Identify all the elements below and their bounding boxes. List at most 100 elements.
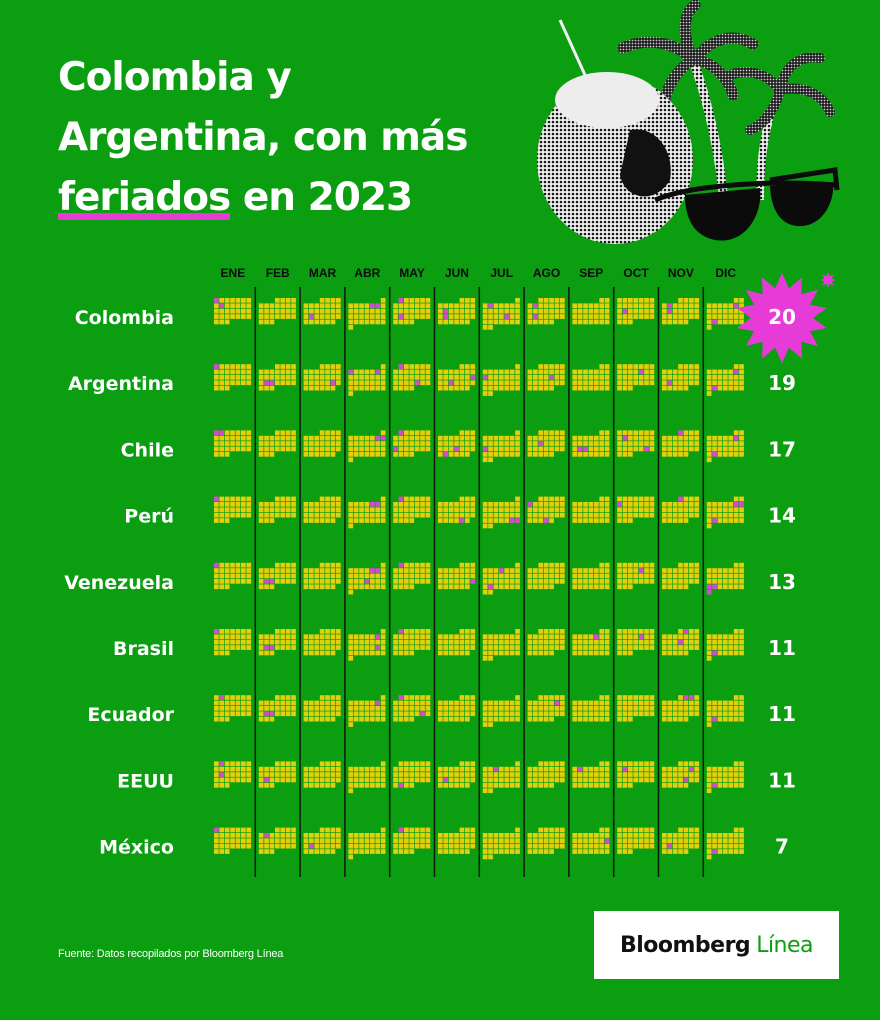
day-cell bbox=[454, 772, 459, 777]
day-cell bbox=[706, 380, 712, 386]
day-cell bbox=[448, 849, 454, 854]
day-cell bbox=[533, 650, 538, 656]
day-cell bbox=[733, 827, 739, 833]
day-cell bbox=[303, 369, 309, 375]
day-cell bbox=[583, 634, 588, 640]
day-cell bbox=[733, 761, 739, 767]
day-cell bbox=[404, 441, 409, 446]
month-label: MAY bbox=[399, 266, 425, 280]
day-cell bbox=[638, 579, 644, 584]
day-cell bbox=[599, 314, 605, 319]
day-cell bbox=[628, 772, 633, 777]
day-cell bbox=[694, 827, 700, 833]
day-cell bbox=[214, 441, 219, 446]
day-cell bbox=[543, 568, 549, 573]
day-cell bbox=[482, 589, 488, 595]
day-cell bbox=[459, 562, 465, 568]
day-cell bbox=[454, 441, 459, 446]
day-cell bbox=[617, 700, 622, 706]
day-cell bbox=[628, 838, 633, 844]
day-cell bbox=[644, 314, 649, 319]
day-cell bbox=[258, 833, 264, 838]
day-cell bbox=[533, 568, 538, 573]
day-cell bbox=[717, 375, 723, 380]
day-cell bbox=[527, 706, 533, 711]
day-cell bbox=[599, 783, 605, 788]
day-cell bbox=[638, 303, 644, 309]
day-cell bbox=[258, 777, 264, 783]
day-cell bbox=[649, 833, 655, 838]
day-cell bbox=[689, 512, 694, 518]
day-cell bbox=[577, 308, 583, 314]
day-cell bbox=[689, 634, 694, 640]
day-cell bbox=[577, 584, 583, 590]
day-cell bbox=[617, 777, 622, 783]
day-cell bbox=[572, 380, 578, 386]
day-cell bbox=[694, 838, 700, 844]
day-cell bbox=[739, 319, 744, 325]
day-cell bbox=[739, 568, 744, 573]
day-cell bbox=[683, 441, 689, 446]
day-cell bbox=[638, 772, 644, 777]
day-cell bbox=[309, 502, 314, 507]
day-cell bbox=[443, 700, 449, 706]
day-cell bbox=[504, 838, 510, 844]
day-cell bbox=[694, 711, 700, 717]
day-cell bbox=[694, 579, 700, 584]
day-cell bbox=[269, 314, 275, 319]
day-cell bbox=[527, 711, 533, 717]
day-cell bbox=[628, 364, 633, 369]
day-cell bbox=[706, 457, 712, 463]
day-cell bbox=[649, 629, 655, 634]
day-cell bbox=[628, 512, 633, 518]
day-cell bbox=[694, 777, 700, 783]
day-cell bbox=[678, 319, 683, 325]
day-cell bbox=[622, 645, 628, 650]
day-cell bbox=[420, 507, 425, 513]
country-row: Colombia 20 bbox=[75, 272, 836, 364]
day-cell bbox=[583, 716, 588, 722]
day-cell bbox=[723, 700, 728, 706]
day-cell bbox=[219, 783, 225, 788]
day-cell bbox=[275, 706, 280, 711]
day-cell bbox=[533, 584, 538, 590]
day-cell bbox=[662, 634, 667, 640]
day-cell bbox=[493, 650, 499, 656]
day-cell bbox=[398, 375, 404, 380]
day-cell bbox=[258, 512, 264, 518]
day-cell bbox=[409, 435, 415, 441]
day-cell bbox=[662, 645, 667, 650]
day-cell bbox=[235, 375, 241, 380]
day-cell bbox=[246, 761, 252, 767]
day-cell bbox=[594, 518, 599, 523]
day-cell bbox=[588, 579, 594, 584]
day-cell bbox=[733, 700, 739, 706]
day-cell bbox=[488, 639, 493, 645]
day-cell bbox=[678, 695, 683, 700]
day-cell bbox=[470, 772, 476, 777]
day-cell bbox=[230, 777, 235, 783]
day-cell bbox=[246, 634, 252, 640]
day-cell bbox=[599, 430, 605, 436]
day-cell bbox=[425, 441, 431, 446]
day-cell bbox=[622, 827, 628, 833]
day-cell bbox=[398, 761, 404, 767]
day-cell bbox=[470, 700, 476, 706]
day-cell bbox=[375, 380, 381, 386]
day-cell bbox=[604, 308, 610, 314]
day-cell bbox=[515, 446, 520, 452]
day-cell bbox=[622, 430, 628, 436]
day-cell bbox=[599, 568, 605, 573]
day-cell bbox=[375, 783, 381, 788]
day-cell bbox=[241, 833, 246, 838]
day-cell bbox=[628, 849, 633, 854]
day-cell bbox=[325, 777, 330, 783]
day-cell bbox=[285, 430, 291, 436]
day-cell bbox=[622, 634, 628, 640]
day-cell bbox=[572, 303, 578, 309]
day-cell bbox=[409, 843, 415, 849]
day-cell bbox=[230, 435, 235, 441]
day-cell bbox=[717, 512, 723, 518]
holiday-cell bbox=[706, 584, 712, 590]
day-cell bbox=[509, 375, 515, 380]
